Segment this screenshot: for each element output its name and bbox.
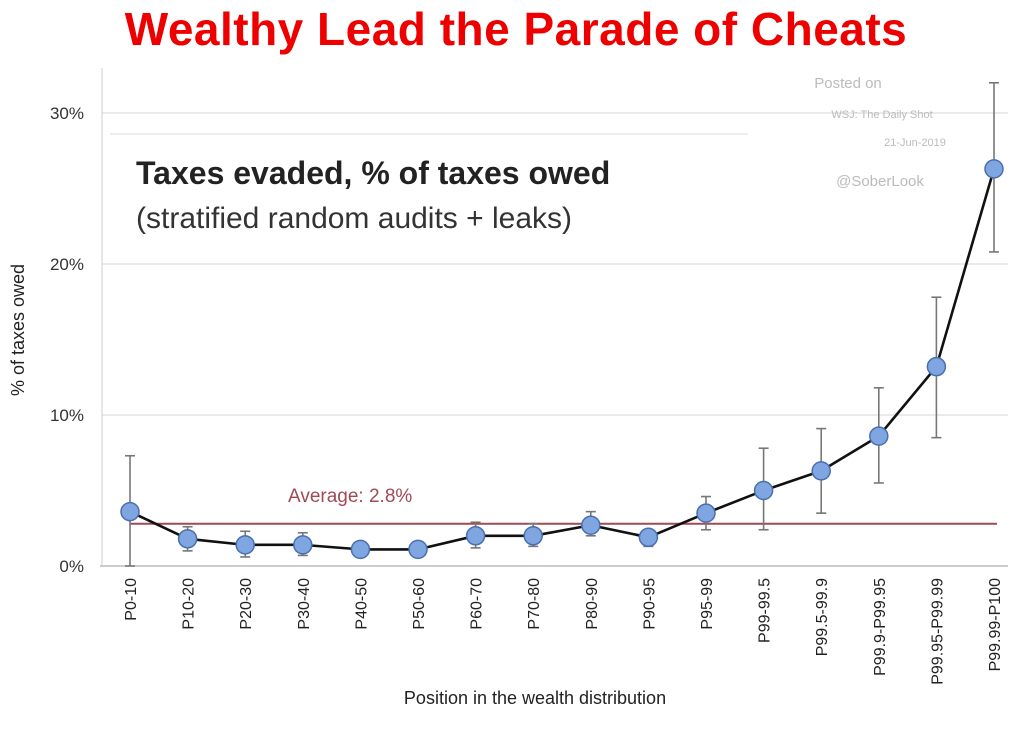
average-line-group: Average: 2.8% bbox=[130, 486, 997, 525]
handle-label: @SoberLook bbox=[836, 173, 924, 190]
x-tick-label: P0-10 bbox=[123, 578, 140, 621]
y-tick-label: 20% bbox=[50, 255, 84, 274]
x-tick-label: P95-99 bbox=[699, 578, 716, 630]
x-tick-label: P70-80 bbox=[526, 578, 543, 630]
x-tick-label: P99.99-P100 bbox=[987, 578, 1004, 672]
data-markers bbox=[120, 159, 1004, 560]
chart-title: Taxes evaded, % of taxes owed bbox=[136, 155, 610, 191]
data-point bbox=[465, 526, 486, 546]
y-axis-title: % of taxes owed bbox=[8, 264, 28, 396]
x-tick-label: P99.5-99.9 bbox=[814, 578, 831, 656]
y-tick-label: 10% bbox=[50, 406, 84, 425]
x-tick-label: P99.95-P99.99 bbox=[929, 578, 946, 685]
x-tick-label: P99.9-P99.95 bbox=[872, 578, 889, 676]
date-label: 21-Jun-2019 bbox=[884, 137, 946, 149]
y-tick-labels: 0% 10% 20% 30% bbox=[50, 104, 84, 576]
data-point bbox=[350, 539, 371, 560]
x-tick-label: P60-70 bbox=[469, 578, 486, 630]
data-point bbox=[293, 535, 313, 555]
x-tick-label: P90-95 bbox=[641, 578, 658, 630]
data-point bbox=[638, 527, 659, 548]
data-point bbox=[408, 539, 428, 560]
grid-lines bbox=[102, 112, 1008, 416]
data-point bbox=[811, 461, 831, 481]
posted-on-label: Posted on bbox=[814, 75, 882, 92]
chart-subtitle: (stratified random audits + leaks) bbox=[136, 202, 572, 235]
x-axis-title: Position in the wealth distribution bbox=[404, 688, 666, 708]
x-tick-label: P20-30 bbox=[238, 578, 255, 630]
data-point bbox=[235, 535, 255, 555]
data-point bbox=[177, 529, 198, 549]
data-point bbox=[523, 526, 543, 546]
data-point bbox=[753, 480, 774, 501]
data-point bbox=[581, 515, 601, 535]
x-tick-label: P99-99.5 bbox=[757, 578, 774, 643]
x-tick-label: P30-40 bbox=[296, 578, 313, 630]
y-tick-label: 0% bbox=[59, 557, 84, 576]
x-tick-label: P80-90 bbox=[584, 578, 601, 630]
x-tick-label: P10-20 bbox=[181, 578, 198, 630]
data-point bbox=[696, 503, 716, 523]
data-point bbox=[926, 356, 947, 377]
banner-title: Wealthy Lead the Parade of Cheats bbox=[124, 3, 908, 55]
series-line-group bbox=[129, 168, 996, 551]
source-label: WSJ: The Daily Shot bbox=[831, 109, 932, 121]
x-tick-labels: P0-10 P10-20 P20-30 P30-40 P40-50 P50-60 P60-7… bbox=[123, 578, 1004, 685]
data-point bbox=[869, 426, 889, 446]
data-point bbox=[984, 159, 1004, 179]
x-tick-label: P40-50 bbox=[353, 578, 370, 630]
y-tick-label: 30% bbox=[50, 104, 84, 123]
data-point bbox=[120, 501, 140, 522]
series-line bbox=[129, 168, 996, 551]
average-label: Average: 2.8% bbox=[288, 486, 412, 507]
x-tick-label: P50-60 bbox=[411, 578, 428, 630]
